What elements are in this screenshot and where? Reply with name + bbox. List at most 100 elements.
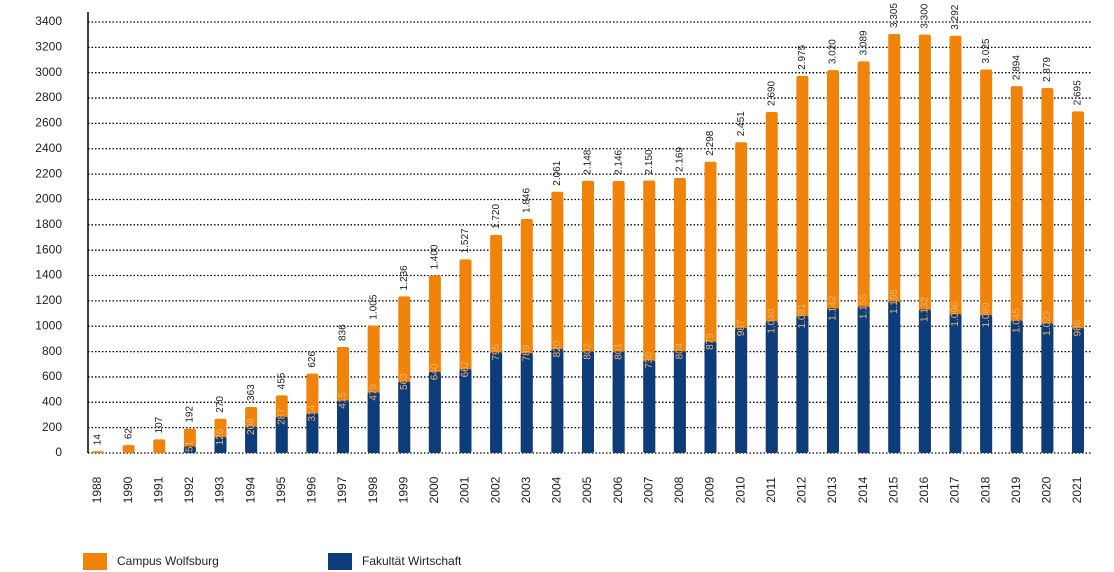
value-label: 795 <box>491 343 502 360</box>
x-tick-label: 2013 <box>825 476 839 503</box>
value-label: 2.150 <box>644 149 655 174</box>
x-tick-label: 2011 <box>764 477 778 503</box>
x-tick-label: 2016 <box>917 476 931 503</box>
bar <box>949 314 962 453</box>
y-tick-label: 2600 <box>35 116 62 130</box>
y-tick-label: 3200 <box>35 40 62 54</box>
value-label: 986 <box>1073 319 1084 336</box>
legend-swatch <box>328 553 352 570</box>
value-label: 987 <box>736 319 747 336</box>
bar <box>735 327 748 453</box>
bar <box>428 371 441 453</box>
legend-swatch <box>83 553 107 570</box>
x-tick-label: 1993 <box>213 476 227 503</box>
bar <box>398 381 411 453</box>
y-tick-label: 1400 <box>35 268 62 282</box>
value-label: 2.690 <box>766 81 777 106</box>
y-tick-label: 400 <box>42 394 62 408</box>
x-tick-label: 2001 <box>458 476 472 503</box>
value-label: 1.195 <box>889 289 900 314</box>
y-tick-label: 800 <box>42 344 62 358</box>
value-label: 2.879 <box>1042 57 1053 82</box>
x-tick-label: 1992 <box>182 476 196 503</box>
value-label: 2.894 <box>1011 55 1022 80</box>
bar <box>551 349 564 453</box>
value-label: 126 <box>215 428 226 445</box>
value-label: 789 <box>521 344 532 361</box>
y-tick-label: 1600 <box>35 242 62 256</box>
bar <box>490 352 503 453</box>
value-label: 2.146 <box>613 150 624 175</box>
bar <box>275 416 288 453</box>
value-label: 1.132 <box>920 297 931 322</box>
value-label: 3.089 <box>858 30 869 55</box>
value-label: 820 <box>552 340 563 357</box>
value-label: 14 <box>93 434 104 446</box>
legend-label: Campus Wolfsburg <box>117 554 219 568</box>
value-label: 3.292 <box>950 4 961 29</box>
value-label: 801 <box>613 343 624 360</box>
x-tick-label: 1991 <box>151 476 165 503</box>
bar <box>520 352 533 453</box>
value-label: 2.061 <box>552 160 563 185</box>
value-label: 1.081 <box>797 303 808 328</box>
bar <box>827 308 839 453</box>
bar <box>582 351 594 453</box>
y-tick-label: 3400 <box>35 14 62 28</box>
x-tick-label: 2015 <box>886 476 900 503</box>
x-tick-label: 1998 <box>366 476 380 503</box>
bar <box>306 413 319 453</box>
bar <box>918 309 931 453</box>
x-tick-label: 1994 <box>243 476 257 503</box>
x-tick-label: 1999 <box>396 476 410 503</box>
bar <box>122 445 135 453</box>
value-label: 1.846 <box>521 188 532 213</box>
bar <box>857 306 870 453</box>
value-label: 455 <box>276 372 287 389</box>
value-label: 1.096 <box>950 301 961 326</box>
x-tick-label: 2021 <box>1070 476 1084 503</box>
x-tick-label: 2017 <box>948 476 962 503</box>
value-label: 415 <box>338 392 349 409</box>
value-label: 563 <box>399 373 410 390</box>
bar <box>980 314 993 453</box>
value-label: 626 <box>307 351 318 368</box>
value-label: 479 <box>368 384 379 401</box>
bar <box>612 351 625 453</box>
x-tick-label: 2000 <box>427 476 441 503</box>
bar <box>704 341 717 453</box>
value-label: 802 <box>583 343 594 360</box>
value-label: 1.023 <box>1042 310 1053 335</box>
y-tick-label: 2200 <box>35 166 62 180</box>
bar <box>673 351 686 453</box>
value-label: 2.451 <box>736 111 747 136</box>
value-label: 107 <box>154 416 165 433</box>
value-label: 1.142 <box>828 295 839 320</box>
value-label: 640 <box>430 363 441 380</box>
bar <box>1041 323 1054 453</box>
x-tick-label: 1996 <box>305 476 319 503</box>
x-tick-label: 2010 <box>733 476 747 503</box>
value-label: 730 <box>644 352 655 369</box>
value-label: 879 <box>705 333 716 350</box>
value-label: 3.020 <box>828 39 839 64</box>
x-tick-label: 2019 <box>1009 476 1023 503</box>
bar <box>765 321 778 453</box>
x-tick-label: 1995 <box>274 476 288 503</box>
bar <box>337 400 349 453</box>
bar <box>153 439 166 453</box>
x-tick-label: 2018 <box>978 476 992 503</box>
x-tick-label: 1997 <box>335 476 349 503</box>
x-tick-label: 2014 <box>856 476 870 503</box>
y-tick-label: 200 <box>42 420 62 434</box>
value-label: 1.040 <box>766 308 777 333</box>
x-tick-label: 2004 <box>550 476 564 503</box>
x-tick-label: 2006 <box>611 476 625 503</box>
bar <box>92 451 104 453</box>
y-tick-label: 600 <box>42 369 62 383</box>
x-tick-label: 2002 <box>488 476 502 503</box>
value-label: 1.400 <box>430 244 441 269</box>
y-tick-label: 2000 <box>35 192 62 206</box>
value-label: 270 <box>215 396 226 413</box>
value-label: 804 <box>675 342 686 359</box>
